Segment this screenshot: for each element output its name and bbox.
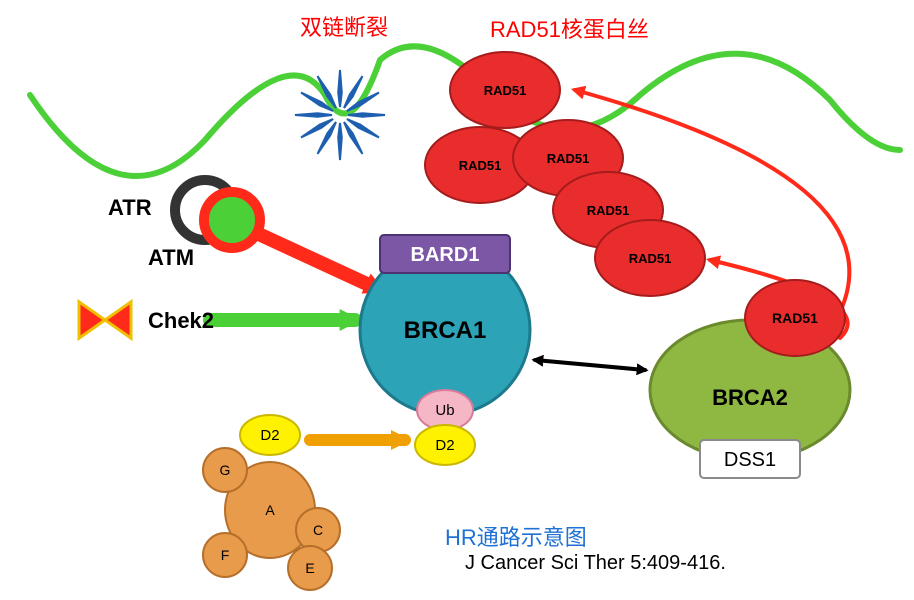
rad51-filament-label: RAD51 (587, 203, 630, 218)
rad51-filament-label: RAD51 (547, 151, 590, 166)
title-pathway: HR通路示意图 (445, 520, 587, 552)
rad51-filament-label: RAD51 (459, 158, 502, 173)
rad51-filament-label: RAD51 (629, 251, 672, 266)
chek2-icon-left (79, 302, 105, 338)
fanc-label-g: G (220, 462, 231, 478)
arrow-brca1-brca2 (535, 360, 645, 370)
title-rad51-filament: RAD51核蛋白丝 (490, 12, 649, 44)
rad51-filament-label: RAD51 (484, 83, 527, 98)
svg-layer: BRCA1 BARD1 Ub D2 D2 BRCA2 DSS1 RAD51 RAD51 RAD51… (0, 0, 914, 600)
arrow-atm-to-brca1 (250, 230, 380, 290)
label-atm: ATM (148, 245, 194, 271)
fanc-label-c: C (313, 522, 323, 538)
label-atr: ATR (108, 195, 152, 221)
atm-ring (204, 192, 260, 248)
dsb-star-ray (338, 123, 342, 160)
fanc-label-a: A (265, 502, 275, 518)
dss1-label: DSS1 (724, 449, 776, 471)
dsb-star-ray (295, 113, 332, 117)
brca1-label: BRCA1 (404, 317, 487, 344)
d2-fanc-node-label: D2 (260, 427, 279, 444)
title-citation: J Cancer Sci Ther 5:409-416. (465, 552, 726, 575)
title-dsb: 双链断裂 (300, 10, 388, 42)
ub-node-label: Ub (435, 402, 454, 419)
dsb-star-ray (338, 70, 342, 107)
brca2-label: BRCA2 (712, 385, 788, 410)
dsb-star-ray (348, 113, 385, 117)
fanc-label-f: F (221, 547, 230, 563)
chek2-icon-right (105, 302, 131, 338)
bard1-label: BARD1 (411, 244, 480, 266)
rad51-on-brca2-label: RAD51 (772, 310, 818, 326)
fanc-label-e: E (305, 560, 314, 576)
diagram-stage: BRCA1 BARD1 Ub D2 D2 BRCA2 DSS1 RAD51 RAD51 RAD51… (0, 0, 914, 600)
d2-brca-node-label: D2 (435, 437, 454, 454)
label-chek2: Chek2 (148, 308, 214, 334)
